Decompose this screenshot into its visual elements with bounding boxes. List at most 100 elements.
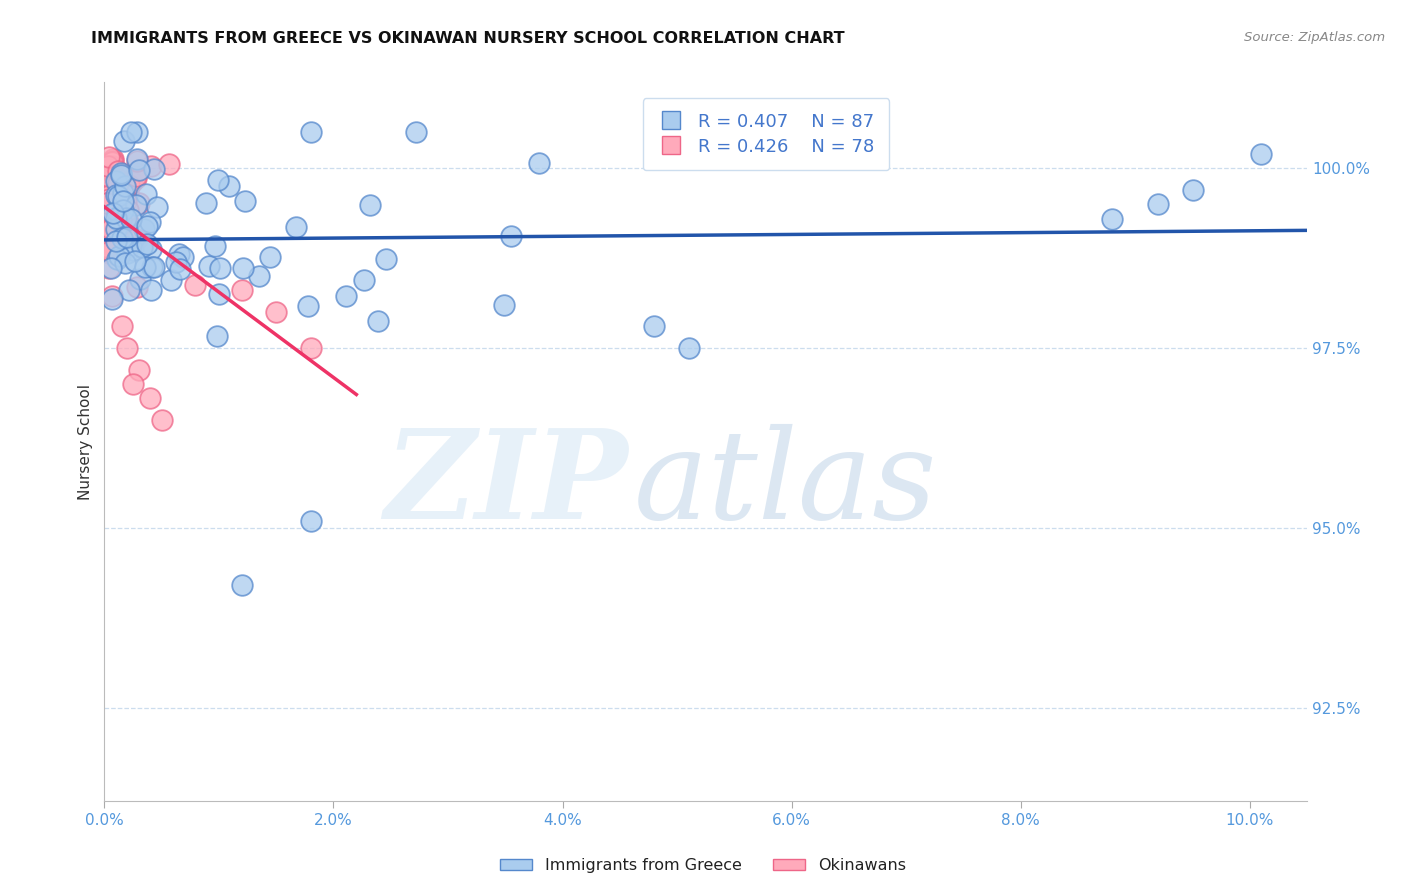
Point [167,247,190,261]
Point [104,236,127,251]
Point [97,169,120,183]
Point [118,178,141,192]
Point [111,186,134,200]
Point [105,219,128,234]
Point [492,298,515,312]
Point [97,192,120,206]
Point [110,168,132,182]
Point [114,178,136,193]
Point [121,175,143,189]
Point [117,185,139,199]
Point [139,215,162,229]
Point [142,260,165,275]
Point [264,305,287,319]
Point [124,166,146,180]
Point [112,201,135,215]
Point [118,283,141,297]
Point [135,187,157,202]
Point [125,169,148,183]
Point [208,261,231,276]
Point [101,292,124,306]
Text: atlas: atlas [634,424,936,546]
Point [231,284,253,298]
Point [114,255,136,269]
Point [98,180,121,194]
Point [108,211,131,225]
Point [1250,146,1272,161]
Point [643,319,665,334]
Point [101,159,124,173]
Point [128,362,150,376]
Point [194,195,217,210]
Point [249,269,271,284]
Point [108,199,131,213]
Point [98,181,121,195]
Point [134,260,156,274]
Point [98,186,121,200]
Point [131,239,153,253]
Point [107,212,129,227]
Point [114,211,136,225]
Point [100,222,122,236]
Point [107,177,129,191]
Point [115,245,138,260]
Point [125,231,148,245]
Point [101,202,124,216]
Point [105,204,128,219]
Point [259,250,281,264]
Point [299,514,322,528]
Point [139,283,162,297]
Point [367,314,389,328]
Point [104,191,127,205]
Y-axis label: Nursery School: Nursery School [79,384,93,500]
Point [121,243,143,257]
Point [96,223,118,237]
Point [231,578,253,592]
Point [104,223,127,237]
Point [105,204,128,219]
Point [117,202,139,217]
Point [115,230,138,244]
Point [120,211,142,226]
Point [124,198,146,212]
Point [110,212,132,227]
Point [678,341,700,355]
Point [117,341,139,355]
Text: IMMIGRANTS FROM GREECE VS OKINAWAN NURSERY SCHOOL CORRELATION CHART: IMMIGRANTS FROM GREECE VS OKINAWAN NURSE… [91,31,845,46]
Point [690,151,713,165]
Point [110,166,132,180]
Point [111,194,134,208]
Point [150,413,173,427]
Point [527,156,550,170]
Point [97,195,120,210]
Point [128,163,150,178]
Point [112,134,135,148]
Point [101,206,124,220]
Point [141,260,163,275]
Point [105,198,128,212]
Point [98,161,121,176]
Point [98,260,121,275]
Point [100,261,122,276]
Point [111,230,134,244]
Point [129,272,152,286]
Point [197,260,219,274]
Point [105,211,128,225]
Point [134,222,156,236]
Point [1181,183,1204,197]
Point [172,250,194,264]
Point [107,249,129,263]
Point [405,125,427,139]
Point [96,196,118,211]
Point [98,245,121,260]
Point [100,186,122,201]
Point [157,157,180,171]
Point [115,194,138,209]
Text: ZIP: ZIP [384,424,627,545]
Point [101,155,124,169]
Point [335,289,357,303]
Point [184,277,207,292]
Point [98,204,121,219]
Point [285,220,308,235]
Point [100,229,122,244]
